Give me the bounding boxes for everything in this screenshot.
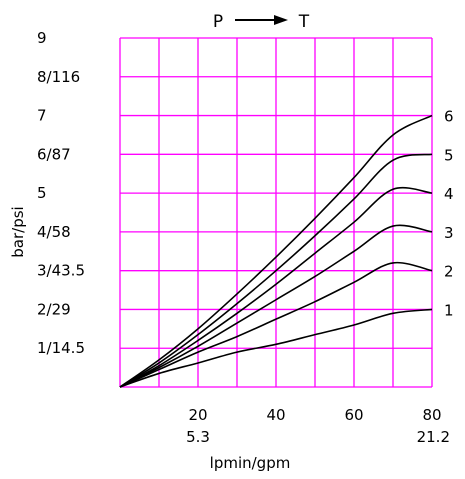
title-from-label: P — [213, 12, 223, 32]
y-tick-label: 4/58 — [37, 223, 71, 241]
y-tick-label: 7 — [37, 107, 47, 125]
series-label-3: 3 — [444, 224, 454, 242]
x-tick-label: 20 — [188, 406, 207, 424]
series-line-3 — [119, 224, 433, 388]
y-tick-label: 1/14.5 — [37, 339, 85, 357]
series-line-2 — [119, 261, 433, 388]
series-labels: 1 2 3 4 5 6 — [444, 108, 454, 320]
series-line-6 — [119, 114, 433, 388]
series-line-5 — [119, 153, 433, 388]
y-tick-label: 8/116 — [37, 68, 80, 86]
series-label-6: 6 — [444, 108, 454, 126]
y-tick-label: 6/87 — [37, 145, 71, 163]
plot-series — [119, 114, 433, 388]
series-label-1: 1 — [444, 301, 454, 319]
x-tick-sublabel: 21.2 — [417, 428, 450, 446]
y-tick-label: 5 — [37, 184, 47, 202]
chart-title: P T — [213, 12, 310, 32]
x-tick-labels: 20 5.3 40 60 80 21.2 — [186, 406, 450, 446]
title-to-label: T — [298, 12, 310, 32]
y-tick-label: 9 — [37, 29, 47, 47]
series-label-4: 4 — [444, 185, 454, 203]
series-line-1 — [119, 308, 433, 388]
y-tick-label: 2/29 — [37, 300, 71, 318]
y-tick-labels: 1/14.5 2/29 3/43.5 4/58 5 6/87 7 8/116 9 — [37, 29, 85, 357]
series-label-2: 2 — [444, 263, 454, 281]
x-axis-title: lpmin/gpm — [210, 454, 291, 472]
x-tick-sublabel: 5.3 — [186, 428, 210, 446]
y-tick-label: 3/43.5 — [37, 262, 85, 280]
x-tick-label: 40 — [266, 406, 285, 424]
y-axis-title: bar/psi — [9, 206, 27, 257]
x-tick-label: 60 — [344, 406, 363, 424]
title-arrow-head — [274, 15, 288, 25]
x-tick-label: 80 — [422, 406, 441, 424]
plot-grid — [119, 37, 433, 388]
series-label-5: 5 — [444, 146, 454, 164]
series-line-4 — [119, 186, 433, 388]
